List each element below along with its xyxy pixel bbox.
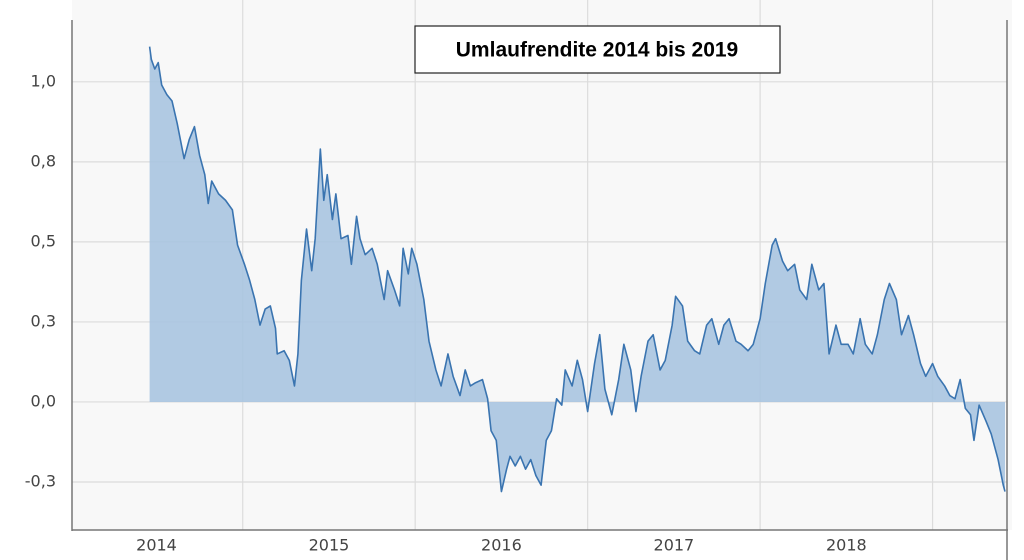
x-tick-label: 2017	[654, 536, 695, 555]
y-tick-label: 0,0	[31, 391, 56, 410]
y-tick-label: 0,3	[31, 311, 56, 330]
x-tick-label: 2014	[136, 536, 177, 555]
marks	[148, 46, 1006, 493]
y-tick-label: 0,8	[31, 151, 56, 170]
title-box	[414, 25, 781, 74]
line	[148, 46, 1006, 493]
y-tick-label: -0,3	[25, 471, 56, 490]
chart-title: Umlaufrendite 2014 bis 2019	[456, 39, 738, 62]
labels: -0,3 0,0 0,3 0,5 0,8 1,0 2014 2015 2016 2017 2018	[25, 71, 867, 554]
y-tick-label: 0,5	[31, 231, 56, 250]
y-tick-label: 1,0	[31, 71, 56, 90]
area	[149, 46, 1006, 492]
x-tick-label: 2018	[826, 536, 867, 555]
x-tick-label: 2016	[481, 536, 522, 555]
x-tick-label: 2015	[309, 536, 350, 555]
